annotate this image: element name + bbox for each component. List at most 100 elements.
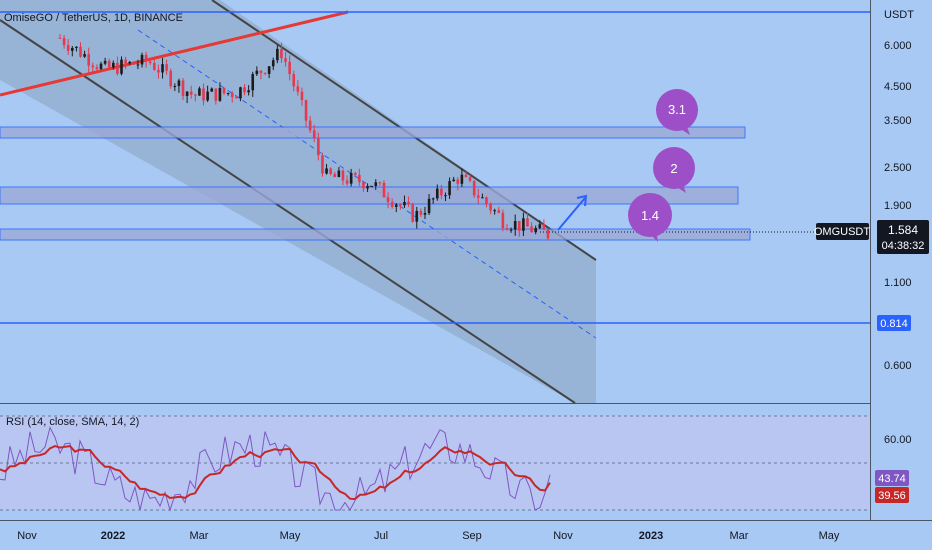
candle-body [374,182,378,186]
callout-2[interactable]: 2 [653,147,695,193]
zone-2[interactable] [0,186,739,205]
candle-body [267,66,271,74]
price-tick: 1.900 [884,200,912,212]
candle-body [153,63,156,70]
candle-body [206,91,209,101]
price-tick: 3.500 [884,115,912,127]
callout-3-1-label: 3.1 [668,102,686,117]
candle-body [530,226,533,233]
candle-body [493,210,496,212]
candle-body [140,54,144,65]
candle-body [534,228,537,233]
time-labels: Nov 2022 Mar May Jul Sep Nov 2023 Mar May [17,530,840,542]
channel-mid-line[interactable] [137,29,597,339]
candle-body [116,62,119,74]
rsi-value-tag[interactable] [875,470,909,486]
last-price-tag[interactable] [877,220,929,254]
candle-body [501,212,505,229]
candle-body [235,97,238,99]
candle-body [526,218,529,227]
candle-body [444,195,447,197]
projection-arrow[interactable] [557,197,586,231]
channel-lower-line[interactable] [0,19,576,404]
candle-body [120,59,123,74]
rsi-sma-tag[interactable] [875,487,909,503]
callout-2-label: 2 [670,161,677,176]
candle-body [62,38,66,46]
candle-body [345,180,349,184]
candle-body [255,70,259,75]
projection-arrowhead [576,194,588,207]
time-axis[interactable] [0,520,932,550]
time-label: Nov [17,530,37,542]
candle-body [382,182,386,198]
candle-body [358,174,361,183]
candle-body [497,210,501,213]
candle-body [411,204,414,222]
zone-3-1[interactable] [0,126,746,139]
candle-body [386,197,390,203]
price-axis[interactable] [870,0,932,520]
candle-body [349,173,353,184]
candle-body [419,210,423,215]
candle-body [161,64,164,73]
candle-body [431,198,435,200]
symbol-tag[interactable] [816,223,869,240]
price-tick: 4.500 [884,81,912,93]
candle-body [394,204,398,207]
candle-body [505,228,509,230]
price-tick: 2.500 [884,162,912,174]
candle-body [304,100,308,121]
candle-body [476,195,480,198]
candle-body [317,138,320,156]
candle-body [107,60,111,68]
candle-body [173,86,177,88]
candles [58,34,550,241]
zone-1-4[interactable] [0,228,751,241]
candle-body [226,92,230,94]
rsi-value: 43.74 [878,473,906,485]
candle-body [485,197,488,204]
candle-body [177,80,181,87]
rsi-title: RSI (14, close, SMA, 14, 2) [6,416,139,428]
candle-body [181,80,185,97]
candle-body [362,182,365,189]
candle-body [91,65,95,68]
candle-body [509,229,513,231]
callout-1-4-label: 1.4 [641,208,659,223]
candle-body [276,48,279,61]
candle-body [513,221,517,230]
candle-body [87,54,91,66]
candle-body [472,180,476,196]
candle-body [144,54,148,62]
time-label: Mar [190,530,209,542]
candle-body [222,87,226,94]
candle-body [325,168,328,174]
candle-body [399,204,402,206]
candle-body [128,61,132,64]
time-label: Mar [730,530,749,542]
support-price-tag[interactable] [877,315,911,331]
candle-body [333,174,337,178]
time-label: 2022 [101,530,125,542]
rsi-tick: 60.00 [884,434,912,446]
candle-body [464,174,468,178]
callout-1-4[interactable]: 1.4 [628,193,672,242]
candle-body [214,88,218,101]
candle-body [259,70,263,73]
candle-body [79,46,82,57]
candle-body [292,74,296,87]
candle-body [481,197,484,199]
candle-body [271,60,275,67]
candle-body [308,120,312,131]
callout-3-1[interactable]: 3.1 [656,89,698,135]
candle-body [230,92,234,98]
chart-title: OmiseGO / TetherUS, 1D, BINANCE [4,12,183,24]
rsi-sma-value: 39.56 [878,490,906,502]
candle-body [148,61,152,64]
candle-body [337,170,341,178]
candle-body [95,67,99,69]
red-trendline[interactable] [0,10,349,97]
candle-body [427,198,431,214]
